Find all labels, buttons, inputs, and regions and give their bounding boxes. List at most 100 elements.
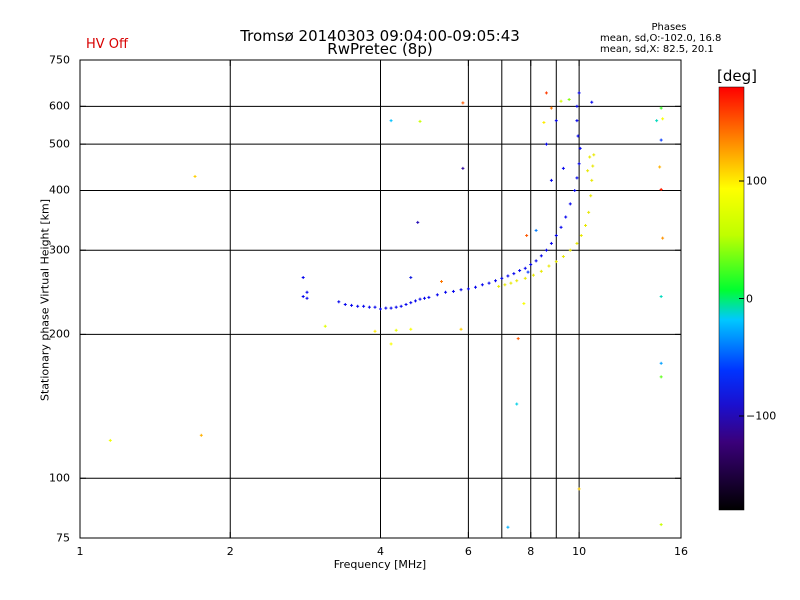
chart-subtitle: RwPretec (8p): [327, 40, 433, 58]
o-mode-point: [413, 299, 417, 303]
stray-echo-point: [661, 117, 665, 121]
o-mode-point: [544, 142, 548, 146]
stray-echo-point: [418, 119, 422, 123]
o-mode-point: [575, 104, 579, 108]
o-mode-point: [305, 290, 309, 294]
o-mode-point: [301, 276, 305, 280]
x-mode-point: [561, 255, 565, 259]
o-mode-point: [512, 272, 516, 276]
stray-echo-point: [544, 91, 548, 95]
stray-echo-point: [659, 295, 663, 299]
o-mode-point: [534, 259, 538, 263]
stray-echo-point: [459, 327, 463, 331]
stray-echo-point: [525, 234, 529, 238]
o-mode-point: [350, 303, 354, 307]
o-mode-point: [529, 263, 533, 267]
y-tick-label: 200: [49, 327, 70, 341]
y-tick-label: 100: [49, 471, 70, 485]
o-mode-point: [575, 119, 579, 123]
o-mode-point: [576, 134, 580, 138]
o-mode-point: [466, 287, 470, 291]
o-mode-point: [494, 279, 498, 283]
o-mode-point: [577, 162, 581, 166]
stray-echo-point: [659, 361, 663, 365]
y-tick-label: 400: [49, 183, 70, 197]
x-mode-point: [586, 169, 590, 173]
o-mode-point: [343, 302, 347, 306]
x-mode-point: [531, 273, 535, 277]
o-mode-point: [422, 296, 426, 300]
o-mode-point: [473, 285, 477, 289]
stray-echo-point: [658, 165, 662, 169]
x-tick-label: 1: [76, 545, 84, 558]
y-tick-label: 750: [49, 53, 70, 67]
y-tick-label: 300: [49, 243, 70, 257]
x-mode-point: [590, 178, 594, 182]
axis-ticks: [79, 59, 682, 539]
o-mode-point: [577, 91, 581, 95]
stray-echo-point: [373, 329, 377, 333]
x-mode-point: [568, 248, 572, 252]
stray-echo-point: [659, 138, 663, 142]
phases-o-mode: mean, sd,O:-102.0, 16.8: [600, 33, 722, 44]
o-mode-point: [561, 166, 565, 170]
colorbar-tick-label: 0: [746, 292, 753, 305]
stray-echo-point: [461, 166, 465, 170]
o-mode-point: [500, 276, 504, 280]
stray-echo-point: [409, 327, 413, 331]
stray-echo-point: [516, 337, 520, 341]
colorbar-tick-label: 100: [746, 174, 767, 188]
o-mode-point: [373, 305, 377, 309]
stray-echo-point: [522, 302, 526, 306]
o-mode-point: [305, 296, 309, 300]
stray-echo-point: [389, 119, 393, 123]
x-mode-point: [589, 194, 593, 198]
stray-echo-point: [108, 438, 112, 442]
stray-echo-point: [659, 106, 663, 110]
data-points: [108, 91, 665, 529]
o-mode-point: [573, 188, 577, 192]
stray-echo-point: [461, 101, 465, 105]
o-mode-point: [575, 176, 579, 180]
o-mode-point: [444, 290, 448, 294]
o-mode-point: [418, 297, 422, 301]
x-tick-label: 2: [226, 545, 234, 558]
x-mode-point: [503, 283, 507, 287]
o-mode-point: [590, 100, 594, 104]
x-tick-label: 10: [572, 545, 587, 558]
phases-x-mode: mean, sd,X: 82.5, 20.1: [600, 44, 714, 55]
x-mode-point: [588, 155, 592, 159]
x-tick-label: 8: [527, 545, 535, 558]
colorbar-tick-label: −100: [746, 409, 777, 423]
stray-echo-point: [389, 342, 393, 346]
x-tick-label: 4: [377, 545, 384, 558]
x-tick-label: 16: [674, 545, 688, 558]
x-mode-point: [509, 281, 513, 285]
colorbar-ticks: [739, 180, 744, 417]
stray-echo-point: [416, 220, 420, 224]
stray-echo-point: [440, 280, 444, 284]
o-mode-point: [459, 288, 463, 292]
o-mode-point: [554, 234, 558, 238]
stray-echo-point: [659, 523, 663, 527]
x-mode-point: [592, 153, 596, 157]
o-mode-point: [564, 215, 568, 219]
hv-status-label: HV Off: [86, 37, 128, 52]
o-mode-point: [523, 266, 527, 270]
phases-title: Phases: [651, 22, 687, 33]
x-axis-label: Frequency [MHz]: [333, 558, 427, 571]
grid-lines: [80, 60, 681, 538]
o-mode-point: [506, 274, 510, 278]
stray-echo-point: [193, 174, 197, 178]
o-mode-point: [451, 289, 455, 293]
stray-echo-point: [534, 228, 538, 232]
stray-echo-point: [506, 525, 510, 529]
o-mode-point: [362, 304, 366, 308]
o-mode-point: [487, 281, 491, 285]
x-mode-point: [584, 223, 588, 227]
x-mode-point: [554, 260, 558, 264]
o-mode-point: [409, 301, 413, 305]
o-mode-point: [367, 305, 371, 309]
y-tick-label: 600: [49, 99, 70, 113]
